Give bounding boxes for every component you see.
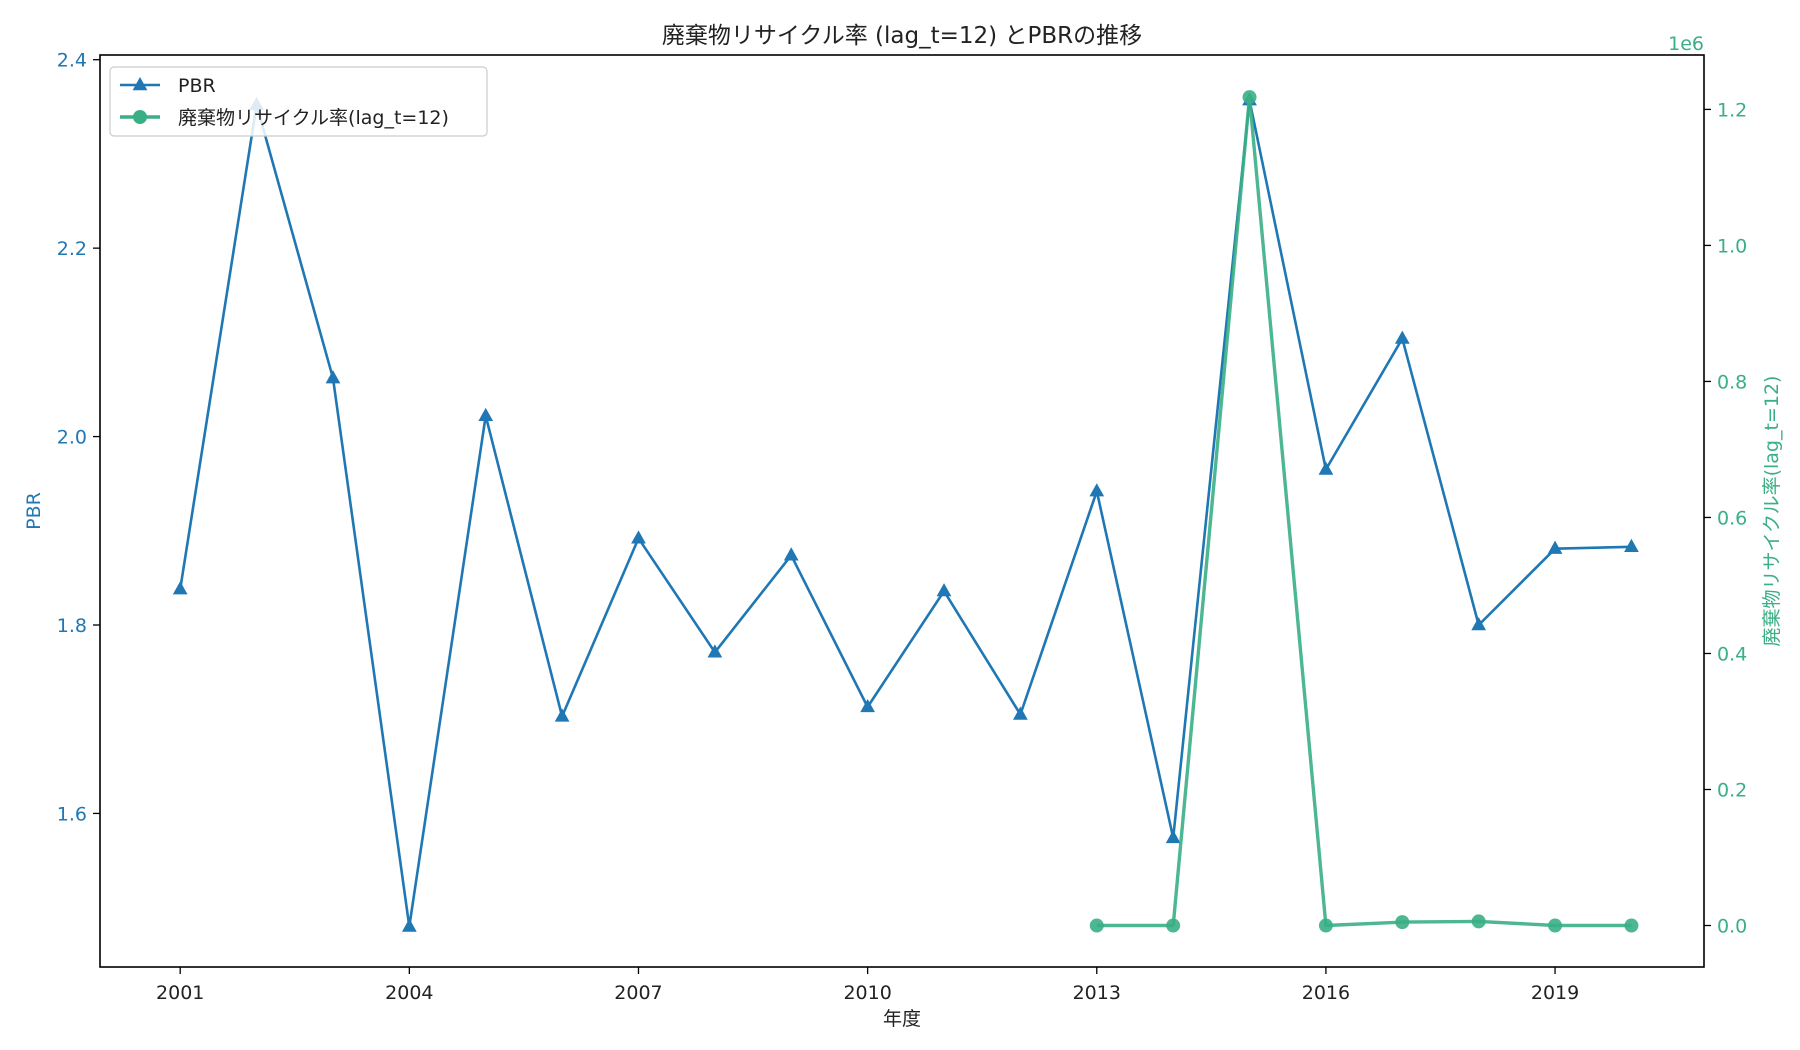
series-2 [1089,90,1639,933]
y-right-tick-label: 0.2 [1717,779,1747,801]
data-point [1089,918,1104,933]
x-tick-label: 2019 [1531,982,1579,1004]
data-point [325,370,341,384]
y-left-tick-label: 2.4 [57,50,87,72]
y-right-offset-label: 1e6 [1668,33,1704,55]
x-tick-label: 2016 [1302,982,1350,1004]
data-point [1624,918,1639,933]
legend-box [109,66,488,137]
data-point [783,547,799,561]
data-point [172,581,188,595]
x-axis-label: 年度 [883,1008,921,1030]
series-line [1096,95,1632,928]
legend-label: PBR [178,75,216,97]
y-right-tick-label: 0.0 [1717,916,1747,938]
data-point [936,583,952,597]
data-point [1395,915,1410,930]
data-point [478,407,494,422]
data-point [860,698,875,713]
data-point [1013,706,1028,720]
data-point [1548,918,1563,933]
x-tick-label: 2004 [385,982,433,1004]
data-point [1471,914,1486,929]
data-point [1089,483,1105,497]
data-point [631,530,646,544]
series-line [178,98,1632,928]
y-left-tick-label: 1.8 [57,615,87,637]
y-left-tick-label: 2.0 [57,427,87,449]
y-left-axis-label: PBR [23,492,45,530]
y-right-tick-label: 0.4 [1717,643,1747,665]
legend: PBR 廃棄物リサイクル率(lag_t=12) [109,66,488,137]
legend-label: 廃棄物リサイクル率(lag_t=12) [178,107,449,129]
data-point [1165,829,1181,844]
y-right-tick-label: 0.6 [1717,507,1747,529]
plot-area [99,54,1705,968]
x-tick-label: 2010 [843,982,891,1004]
data-point [1624,538,1639,553]
y-left-tick-label: 1.6 [57,803,87,825]
data-point [1318,461,1334,475]
y-right-tick-label: 0.8 [1717,371,1747,393]
y-left-tick-label: 2.2 [57,238,87,260]
data-point [554,708,570,722]
data-point [1242,90,1257,105]
series-1 [172,92,1639,932]
x-tick-label: 2013 [1073,982,1121,1004]
y-right-tick-label: 1.2 [1717,99,1747,121]
data-point [401,918,417,932]
data-point [1547,540,1563,554]
data-point [1394,330,1410,344]
data-point [1471,617,1487,631]
legend-swatch-marker [133,110,147,124]
x-tick-label: 2007 [614,982,662,1004]
chart-title: 廃棄物リサイクル率 (lag_t=12) とPBRの推移 [662,23,1142,49]
data-point [707,644,723,658]
data-point [1166,918,1181,933]
y-right-axis-label: 廃棄物リサイクル率(lag_t=12) [1761,376,1783,647]
data-point [1318,918,1333,933]
x-tick-label: 2001 [156,982,204,1004]
y-right-tick-label: 1.0 [1717,235,1747,257]
legend-swatch-marker [132,77,148,91]
